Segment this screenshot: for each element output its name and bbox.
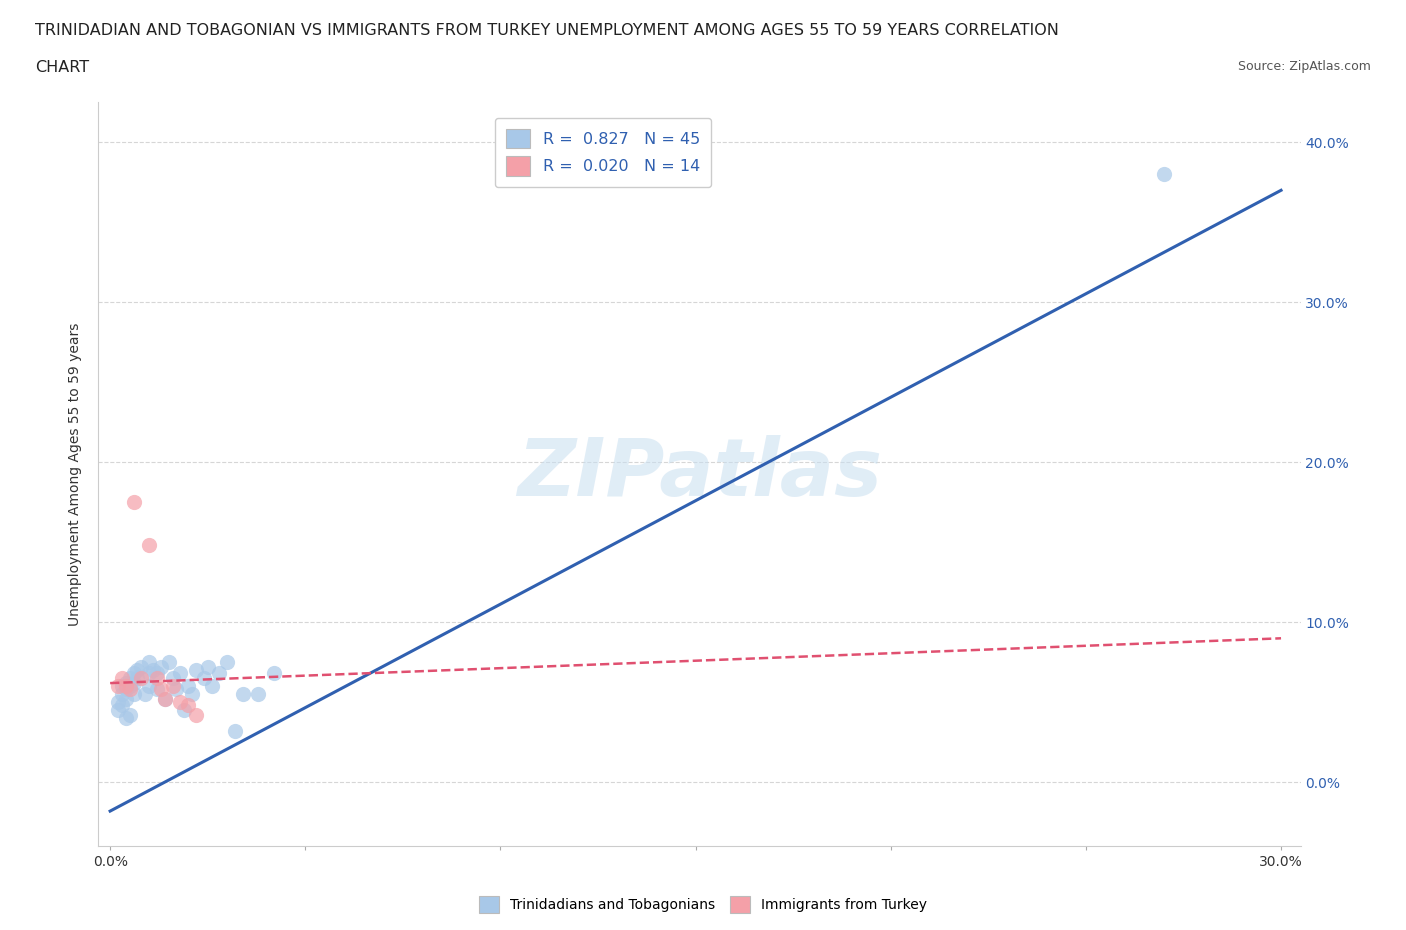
Point xyxy=(138,666,160,681)
Point xyxy=(122,687,145,702)
Point xyxy=(122,676,145,691)
Point xyxy=(149,659,172,674)
Point xyxy=(142,663,165,678)
Point xyxy=(111,671,134,685)
Legend: R =  0.827   N = 45, R =  0.020   N = 14: R = 0.827 N = 45, R = 0.020 N = 14 xyxy=(495,118,711,187)
Text: TRINIDADIAN AND TOBAGONIAN VS IMMIGRANTS FROM TURKEY UNEMPLOYMENT AMONG AGES 55 : TRINIDADIAN AND TOBAGONIAN VS IMMIGRANTS… xyxy=(35,23,1059,38)
Point xyxy=(232,687,254,702)
Text: Source: ZipAtlas.com: Source: ZipAtlas.com xyxy=(1237,60,1371,73)
Point xyxy=(122,495,145,510)
Point xyxy=(107,695,129,710)
Point xyxy=(153,692,176,707)
Point xyxy=(138,679,160,694)
Point xyxy=(201,679,224,694)
Point xyxy=(162,671,184,685)
Point xyxy=(166,682,188,697)
Point xyxy=(118,679,141,694)
Point xyxy=(197,659,219,674)
Point xyxy=(208,666,231,681)
Point xyxy=(131,659,153,674)
Point xyxy=(157,655,180,670)
Point xyxy=(138,538,160,553)
Point xyxy=(184,708,207,723)
Point xyxy=(181,687,204,702)
Point xyxy=(127,663,149,678)
Point xyxy=(131,671,153,685)
Point xyxy=(149,682,172,697)
Point xyxy=(122,666,145,681)
Point xyxy=(162,679,184,694)
Point xyxy=(134,687,156,702)
Point xyxy=(107,679,129,694)
Point xyxy=(1153,166,1175,181)
Point xyxy=(118,671,141,685)
Point xyxy=(177,698,200,713)
Point xyxy=(111,679,134,694)
Point xyxy=(127,671,149,685)
Point xyxy=(169,695,191,710)
Point xyxy=(263,666,285,681)
Legend: Trinidadians and Tobagonians, Immigrants from Turkey: Trinidadians and Tobagonians, Immigrants… xyxy=(472,890,934,919)
Point xyxy=(247,687,270,702)
Point xyxy=(169,666,191,681)
Text: ZIPatlas: ZIPatlas xyxy=(517,435,882,513)
Point xyxy=(114,679,136,694)
Point xyxy=(114,711,136,725)
Point xyxy=(224,724,246,738)
Point xyxy=(193,671,215,685)
Point xyxy=(177,679,200,694)
Point xyxy=(217,655,239,670)
Point xyxy=(111,698,134,713)
Y-axis label: Unemployment Among Ages 55 to 59 years: Unemployment Among Ages 55 to 59 years xyxy=(69,323,83,626)
Point xyxy=(173,703,195,718)
Point xyxy=(153,692,176,707)
Point xyxy=(118,708,141,723)
Point xyxy=(184,663,207,678)
Point xyxy=(146,666,169,681)
Point xyxy=(114,682,136,697)
Point xyxy=(118,682,141,697)
Point xyxy=(111,687,134,702)
Point xyxy=(107,703,129,718)
Point xyxy=(146,671,169,685)
Point xyxy=(114,692,136,707)
Point xyxy=(138,655,160,670)
Point xyxy=(146,682,169,697)
Point xyxy=(114,676,136,691)
Text: CHART: CHART xyxy=(35,60,89,75)
